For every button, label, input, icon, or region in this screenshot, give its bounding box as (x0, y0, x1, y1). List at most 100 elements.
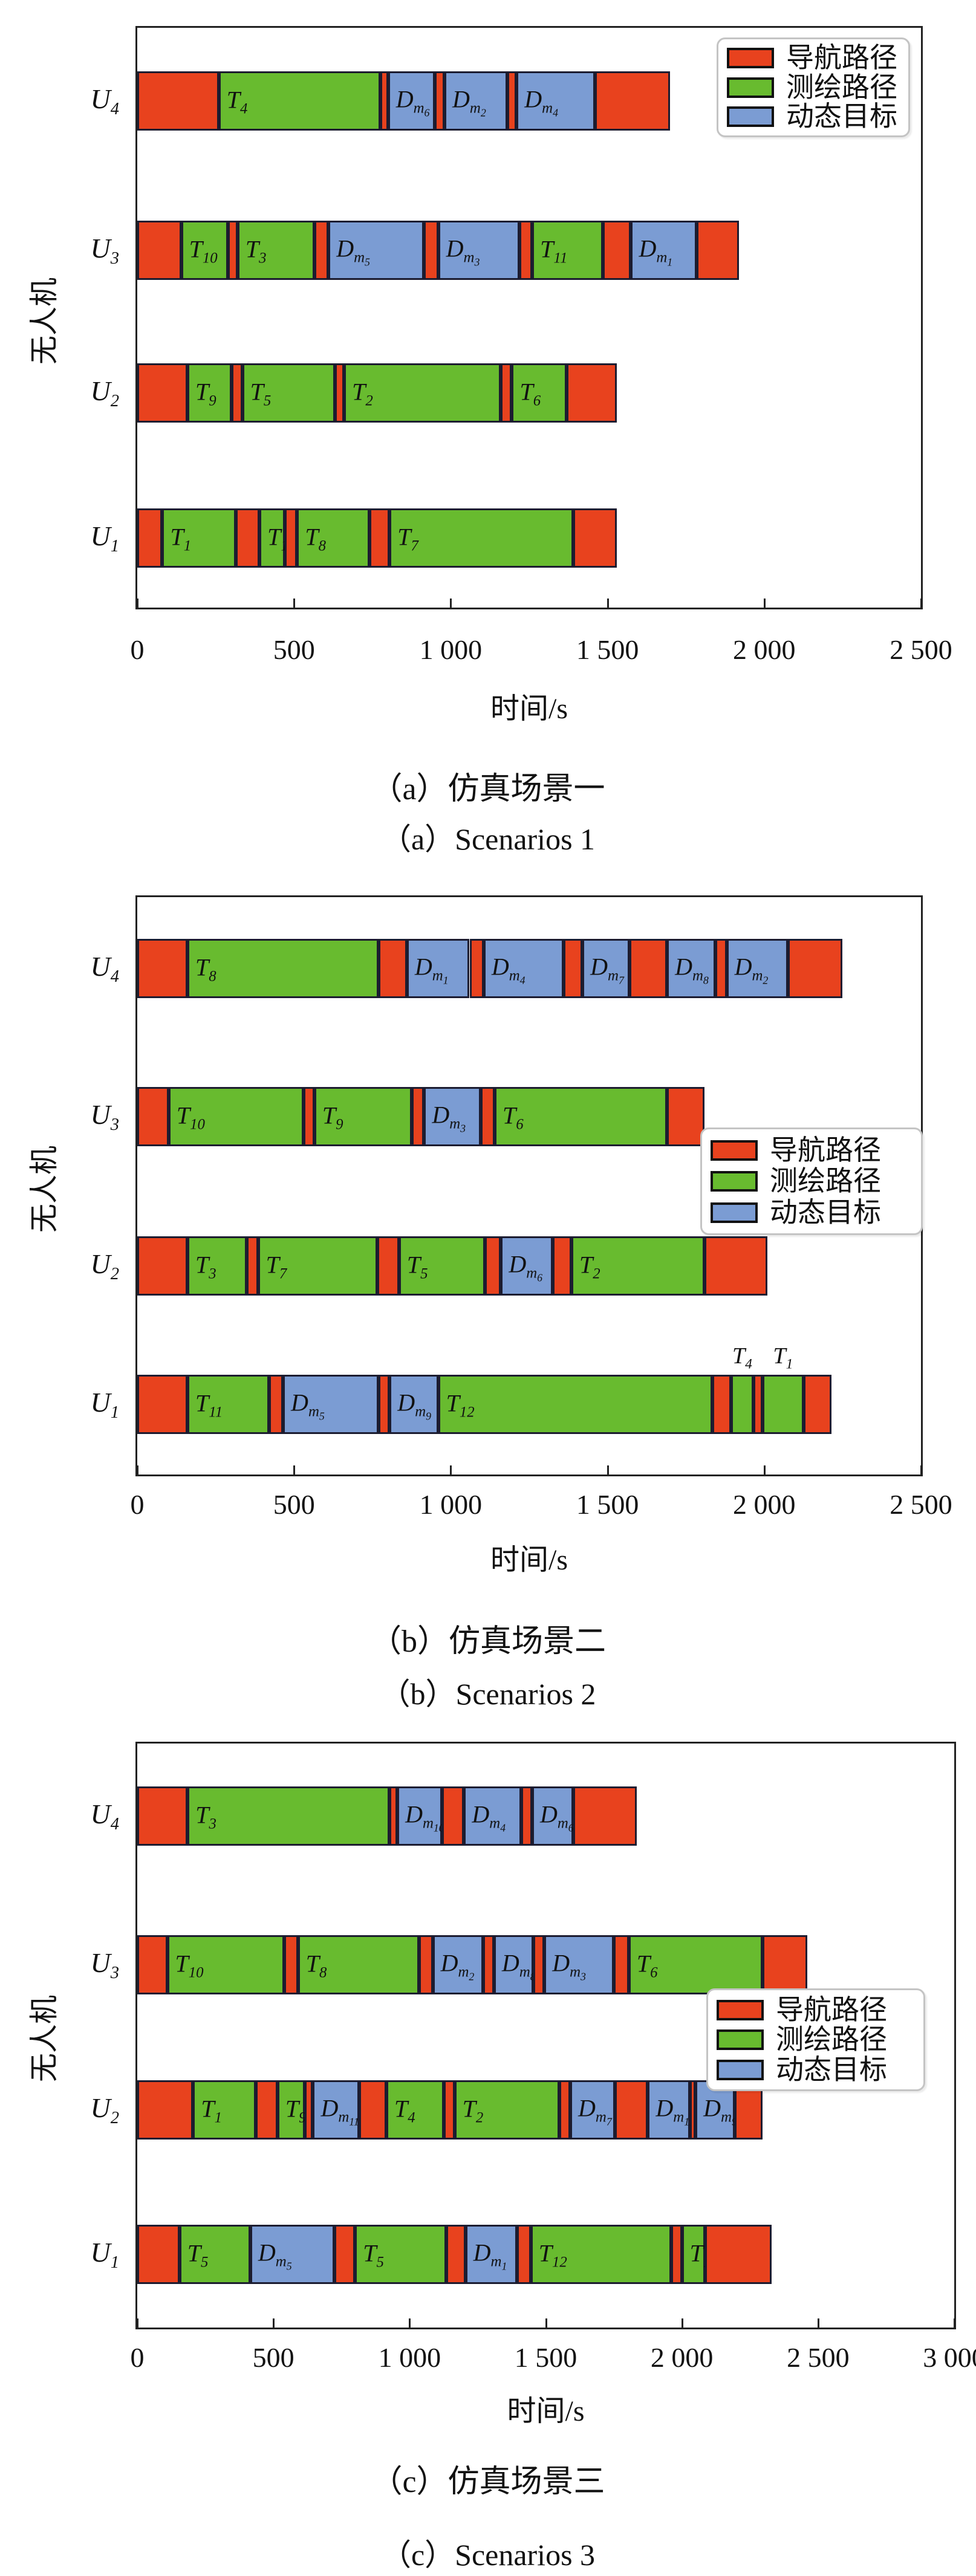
segment-label: T5 (187, 2239, 209, 2271)
segment-label: Dm2 (734, 953, 769, 987)
bar-segment-nav (671, 2225, 682, 2284)
bar-segment-nav (228, 221, 238, 280)
bar-segment-map-T7: T7 (258, 1236, 377, 1296)
bar-segment-nav (690, 2080, 696, 2140)
bar-segment-dyn-Dm8: Dm8 (493, 1935, 536, 1994)
segment-label: T11 (195, 1389, 223, 1421)
bar-segment-dyn-Dm8: Dm8 (667, 939, 716, 998)
bar-segment-map-T8: T8 (187, 939, 379, 998)
segment-label: T2 (352, 378, 373, 409)
bar-segment-nav (803, 1375, 832, 1434)
segment-label: Dm4 (524, 85, 558, 119)
bar-segment-nav (137, 71, 219, 131)
bar-segment-dyn-Dm7: Dm7 (570, 2080, 616, 2140)
caption-cn-c: （c）仿真场景三 (371, 2465, 605, 2499)
bar-segment-map-T3: T3 (187, 1236, 247, 1296)
segment-label: T10 (176, 1101, 205, 1133)
bar-segment-nav (443, 2080, 455, 2140)
bar-segment-nav (715, 939, 727, 998)
segment-label: Dm10 (405, 1800, 444, 1834)
x-axis-tick-label: 0 (130, 634, 145, 665)
x-axis-tick (450, 1465, 452, 1475)
row-label-U2: U2 (90, 1248, 120, 1284)
legend-swatch-dyn-icon (717, 2059, 764, 2080)
segment-label: T3 (195, 1251, 216, 1282)
x-axis-tick (920, 599, 922, 608)
legend-item-dyn: 动态目标 (717, 2054, 915, 2085)
legend-label: 测绘路径 (786, 71, 897, 103)
x-axis-tick-label: 3 000 (923, 2342, 976, 2373)
x-axis-tick-label: 1 500 (576, 634, 639, 665)
bar-segment-nav (334, 363, 345, 423)
row-label-U4: U4 (90, 1799, 120, 1834)
x-axis-title: 时间/s (507, 2395, 585, 2427)
bar-segment-dyn-Dm11: Dm11 (313, 2080, 359, 2140)
bar-segment-dyn-Dm4: Dm4 (464, 1786, 521, 1846)
segment-label: T5 (250, 378, 272, 409)
bar-segment-nav (753, 1375, 763, 1434)
bar-segment-nav (787, 939, 843, 998)
bar-segment-nav (411, 1087, 425, 1146)
segment-label: T11 (540, 235, 568, 267)
bar-segment-map-T12: T12 (530, 2225, 671, 2284)
x-axis-tick (817, 2318, 819, 2328)
legend-label: 导航路径 (786, 42, 897, 74)
bar-segment-nav (519, 221, 533, 280)
bar-segment-nav (137, 363, 187, 423)
legend-item-map: 测绘路径 (727, 71, 900, 103)
bar-segment-nav (137, 1087, 169, 1146)
bar-segment-map-T1: T1 (162, 508, 236, 568)
x-axis-tick-label: 1 000 (378, 2342, 441, 2373)
segment-label: Dm7 (578, 2094, 612, 2128)
bar-segment-nav (303, 1087, 314, 1146)
bar-segment-dyn-Dm2: Dm2 (444, 71, 507, 131)
segment-label: T6 (519, 378, 541, 409)
x-axis-tick (137, 599, 138, 608)
x-axis-tick-label: 2 000 (733, 634, 796, 665)
segment-label: T12 (446, 1389, 475, 1421)
segment-label: Dm1 (639, 235, 673, 268)
legend-item-map: 测绘路径 (717, 2026, 915, 2054)
segment-label: Dm5 (291, 1389, 325, 1423)
bar-segment-nav (712, 1375, 732, 1434)
bar-segment-nav (602, 221, 631, 280)
segment-label: Dm6 (509, 1250, 543, 1284)
row-label-U3: U3 (90, 233, 120, 268)
bar-segment-nav (379, 1375, 390, 1434)
bar-segment-map-T2: T2 (571, 1236, 705, 1296)
segment-label: Dm4 (491, 953, 525, 987)
segment-label: T3 (245, 235, 267, 267)
bar-segment-nav (255, 2080, 278, 2140)
bar-segment-nav (533, 1935, 545, 1994)
bar-segment-nav (424, 221, 438, 280)
segment-label: Dm5 (336, 235, 370, 268)
bar-segment-nav (137, 2225, 180, 2284)
row-label-U3: U3 (90, 1099, 120, 1135)
segment-label: Dm12 (656, 2094, 695, 2128)
bar-segment-dyn-Dm4: Dm4 (483, 939, 564, 998)
bar-segment-nav (231, 363, 242, 423)
bar-segment-nav (704, 2225, 772, 2284)
x-axis-tick-label: 2 000 (733, 1489, 796, 1520)
bar-segment-dyn-Dm3: Dm3 (438, 221, 520, 280)
bar-segment-nav (483, 1935, 494, 1994)
segment-label: Dm11 (320, 2094, 359, 2128)
segment-label: T2 (462, 2095, 484, 2126)
legend-item-nav: 导航路径 (727, 44, 900, 72)
segment-label: T4 (226, 86, 248, 117)
bar-segment-nav (389, 1786, 398, 1846)
bar-segment-map-T11: T11 (532, 221, 603, 280)
legend: 导航路径 测绘路径 动态目标 (717, 37, 910, 137)
segment-label: Dm5 (258, 2239, 292, 2273)
segment-label: Dm1 (473, 2239, 507, 2273)
bar-segment-map-T5: T5 (355, 2225, 447, 2284)
bar-segment-nav (573, 508, 617, 568)
bar-segment-nav (137, 1236, 187, 1296)
bar-segment-dyn-Dm6: Dm6 (388, 71, 435, 131)
segment-label: T8 (195, 953, 216, 985)
legend-swatch-map-icon (727, 77, 774, 98)
bar-segment-dyn-Dm1: Dm1 (465, 2225, 518, 2284)
bar-segment-map-T1 (763, 1375, 804, 1434)
legend-label: 动态目标 (776, 2054, 887, 2085)
